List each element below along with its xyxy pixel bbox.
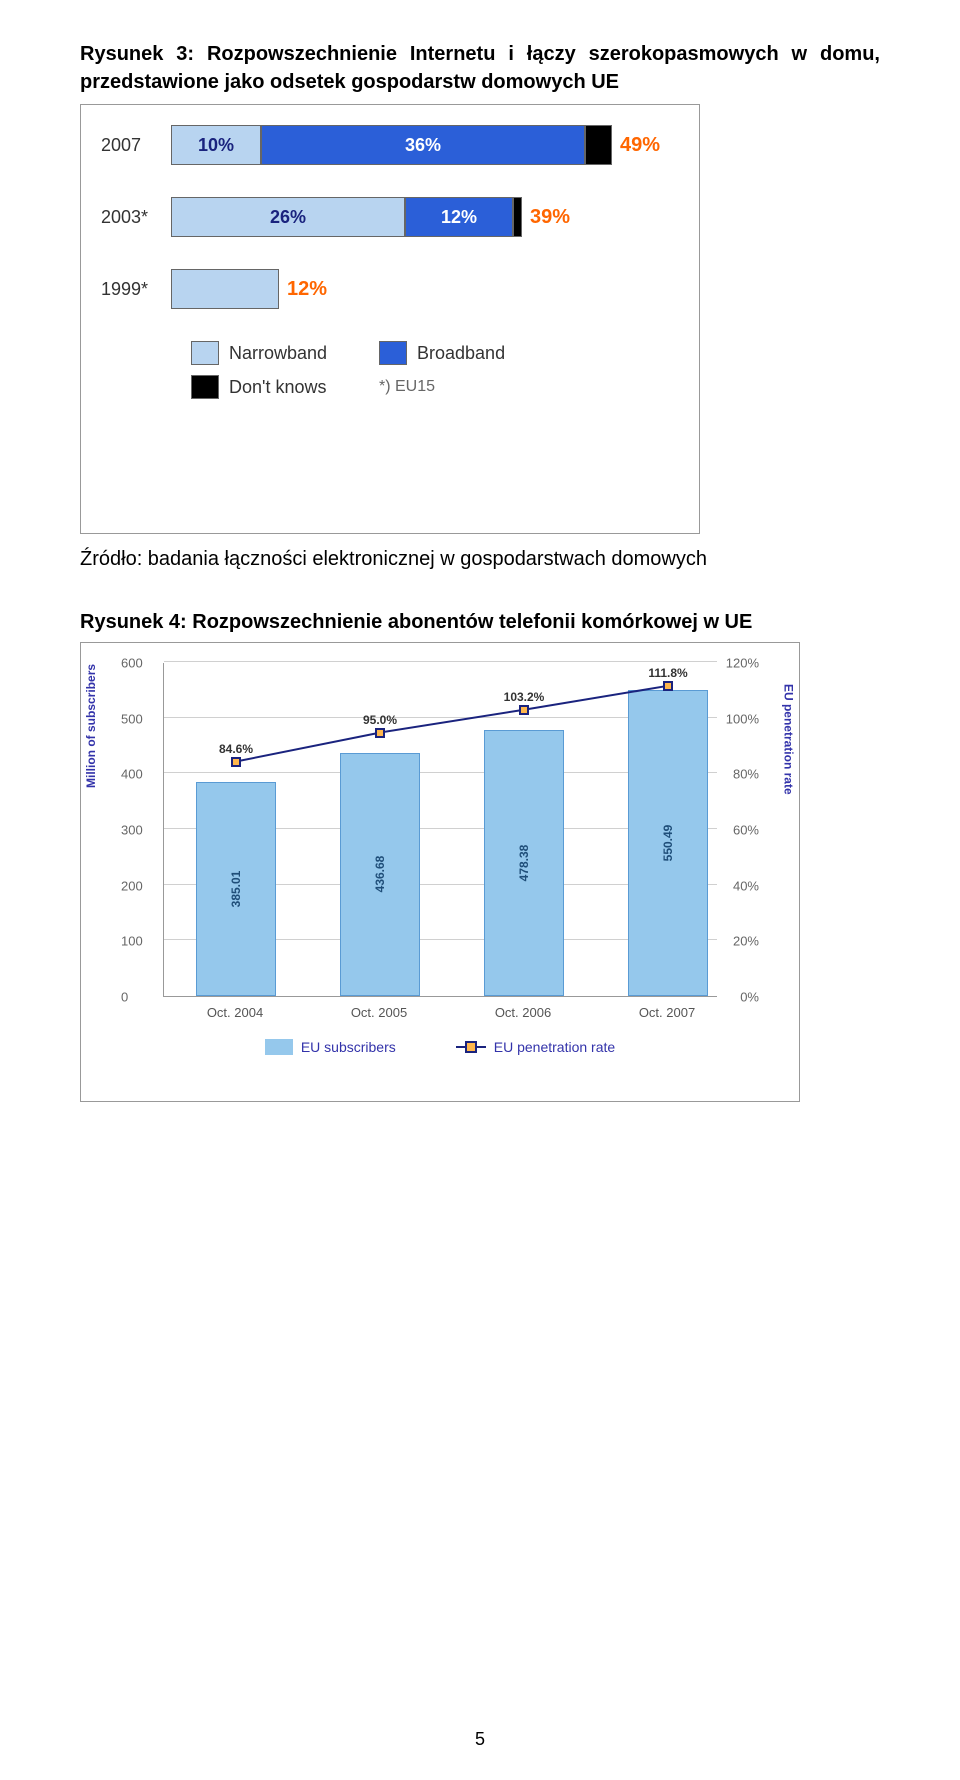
x-tick-label: Oct. 2005 [351,1005,407,1020]
chart-mobile-subscribers: Million of subscribers EU penetration ra… [80,642,800,1102]
line-svg [164,663,740,997]
segment-narrowband [171,269,279,309]
source-text: Źródło: badania łączności elektronicznej… [80,548,880,571]
chart1-legend: Narrowband Broadband Don't knows*) EU15 [191,341,679,399]
ytick-left: 300 [121,823,143,838]
segment-broadband: 36% [261,125,585,165]
bar-row-2007: 200710%36% 49% [101,125,679,165]
y-axis-right-title: EU penetration rate [782,684,796,795]
line-value-label: 84.6% [219,742,253,756]
ytick-left: 200 [121,878,143,893]
legend-line: EU penetration rate [456,1039,615,1055]
line-marker [663,681,673,691]
ytick-right: 20% [733,934,759,949]
ytick-left: 500 [121,711,143,726]
gridline [164,661,717,662]
x-tick-label: Oct. 2004 [207,1005,263,1020]
y-axis-left-title: Million of subscribers [84,664,98,788]
figure-3-title: Rysunek 3: Rozpowszechnienie Internetu i… [80,40,880,96]
ytick-right: 0% [740,990,759,1005]
legend-line-label: EU penetration rate [494,1039,615,1055]
x-tick-label: Oct. 2006 [495,1005,551,1020]
chart2-legend: EU subscribers EU penetration rate [91,1039,789,1055]
year-label: 2007 [101,135,171,156]
ytick-right: 80% [733,767,759,782]
line-value-label: 103.2% [504,690,545,704]
swatch-broadband [379,341,407,365]
legend-narrowband: Narrowband [229,343,379,364]
line-swatch-icon [456,1046,486,1048]
swatch-dontknow [191,375,219,399]
total-label: 39% [530,206,570,229]
bar-track: 10%36% 49% [171,125,660,165]
figure-4-title: Rysunek 4: Rozpowszechnienie abonentów t… [80,611,880,634]
total-label: 49% [620,134,660,157]
ytick-left: 600 [121,656,143,671]
year-label: 2003* [101,207,171,228]
legend-dontknow: Don't knows [229,377,379,398]
line-value-label: 95.0% [363,713,397,727]
line-marker [375,728,385,738]
legend-bars-label: EU subscribers [301,1039,396,1055]
segment-dontknow [585,125,612,165]
ytick-right: 100% [726,711,759,726]
ytick-left: 400 [121,767,143,782]
swatch-narrowband [191,341,219,365]
total-label: 12% [287,278,327,301]
segment-broadband: 12% [405,197,513,237]
bar-track: 12% [171,269,327,309]
line-marker [519,705,529,715]
bar-track: 26%12% 39% [171,197,570,237]
ytick-right: 40% [733,878,759,893]
ytick-right: 120% [726,656,759,671]
page-number: 5 [475,1729,485,1750]
line-marker [231,757,241,767]
x-tick-label: Oct. 2007 [639,1005,695,1020]
segment-narrowband: 10% [171,125,261,165]
bar-row-1999*: 1999* 12% [101,269,679,309]
line-value-label: 111.8% [648,666,687,680]
segment-dontknow [513,197,522,237]
chart-internet-penetration: 200710%36%49%2003*26%12%39%1999*12%Narro… [80,104,700,534]
legend-bars: EU subscribers [265,1039,396,1055]
bar-row-2003*: 2003*26%12% 39% [101,197,679,237]
segment-narrowband: 26% [171,197,405,237]
ytick-left: 100 [121,934,143,949]
ytick-right: 60% [733,823,759,838]
legend-broadband: Broadband [417,343,567,364]
year-label: 1999* [101,279,171,300]
legend-note: *) EU15 [379,378,435,396]
ytick-left: 0 [121,990,128,1005]
